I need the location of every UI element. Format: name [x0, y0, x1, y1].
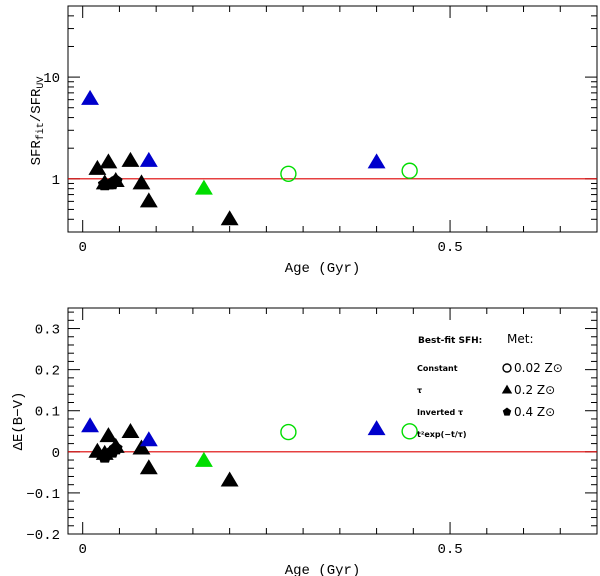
legend: Best-fit SFH: Met: Constant τ Inverted τ t²ex…: [417, 332, 563, 439]
panel-1: 0 0.5 1 10 Age (Gyr) SFRfit/SFRUV: [29, 5, 598, 277]
point-tau: [139, 459, 158, 475]
point-constant: [401, 162, 418, 179]
y-tick-label: 10: [43, 71, 60, 87]
legend-pentagon-marker: [502, 407, 512, 416]
y-tick-label: 0: [52, 446, 60, 462]
point-t2exp: [367, 420, 386, 436]
point-inverted-tau: [194, 451, 213, 467]
y-tick-label: −0.2: [26, 528, 60, 544]
x-axis-label: Age (Gyr): [285, 563, 361, 576]
legend-met-title: Met:: [507, 332, 533, 346]
point-inverted-tau: [194, 179, 213, 195]
point-tau-pentagon: [108, 173, 123, 187]
y-axis-label: ΔE(B−V): [11, 392, 27, 451]
point-t2exp: [139, 151, 158, 167]
y-axis-label: SFRfit/SFRUV: [29, 77, 47, 166]
point-tau: [121, 423, 140, 439]
x-tick-label: 0.5: [437, 240, 462, 256]
point-t2exp: [367, 153, 386, 169]
legend-met-entry: 0.2 Z⊙: [514, 383, 555, 397]
x-tick-label: 0: [78, 240, 86, 256]
panel-2: 0 0.5 −0.2 −0.1 0 0.1 0.2 0.3 Age (Gyr) ΔE(B−V) Be…: [11, 307, 598, 576]
y-tick-label: 0.3: [35, 323, 60, 339]
point-tau: [132, 174, 151, 190]
point-t2exp: [81, 89, 99, 105]
point-tau: [121, 151, 140, 167]
legend-triangle-marker: [501, 384, 513, 394]
x-tick-label: 0.5: [437, 542, 462, 558]
legend-sfh-entry: τ: [417, 386, 422, 395]
y-tick-label: 0.1: [35, 405, 60, 421]
point-tau: [220, 210, 239, 226]
point-constant: [280, 423, 297, 441]
point-tau-pentagon: [108, 441, 123, 455]
plot-frame: [67, 5, 598, 233]
y-tick-label: 0.2: [35, 364, 60, 380]
point-tau: [99, 153, 118, 169]
point-tau: [220, 471, 239, 487]
legend-met-entry: 0.4 Z⊙: [514, 405, 555, 419]
point-tau: [139, 192, 158, 208]
point-t2exp: [139, 431, 158, 447]
legend-sfh-entry: Inverted τ: [417, 408, 463, 417]
point-constant: [280, 165, 297, 183]
plot-frame: [67, 307, 598, 535]
y-tick-label: 1: [52, 173, 60, 189]
legend-sfh-entry: Constant: [417, 364, 458, 373]
legend-sfh-title: Best-fit SFH:: [418, 336, 482, 346]
x-tick-label: 0: [78, 542, 86, 558]
y-tick-label: −0.1: [26, 487, 60, 503]
legend-circle-marker: [502, 363, 512, 373]
legend-sfh-entry: t²exp(−t/τ): [417, 430, 467, 439]
point-tau: [132, 439, 151, 455]
point-tau: [99, 427, 118, 443]
x-axis-label: Age (Gyr): [285, 261, 361, 277]
point-constant: [401, 423, 418, 440]
legend-met-entry: 0.02 Z⊙: [514, 361, 563, 375]
point-t2exp: [81, 417, 99, 433]
